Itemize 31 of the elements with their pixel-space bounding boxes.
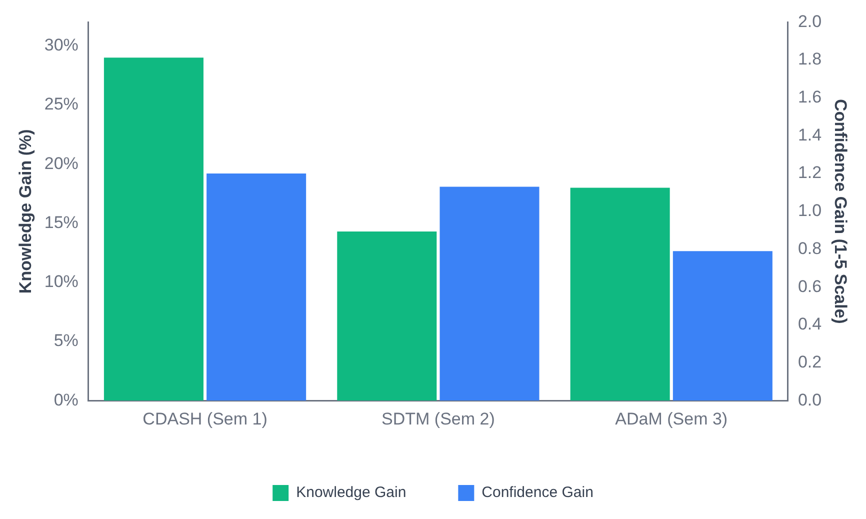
y-tick-label: 30% (44, 36, 78, 55)
x-tick-label: SDTM (Sem 2) (382, 409, 495, 428)
y2-tick-label: 0.8 (798, 238, 822, 258)
y2-tick-label: 1.8 (798, 50, 822, 69)
y-tick-label: 5% (54, 331, 78, 350)
x-tick-label: CDASH (Sem 1) (142, 409, 268, 428)
legend-label: Knowledge Gain (296, 484, 406, 502)
bar (337, 232, 437, 401)
y2-tick-label: 0.0 (798, 390, 822, 410)
bar (206, 174, 306, 401)
y-axis-title: Knowledge Gain (%) (16, 129, 35, 294)
y2-tick-label: 0.2 (798, 352, 822, 372)
y-tick-label: 25% (44, 94, 78, 114)
bar (440, 186, 540, 401)
x-tick-label: ADaM (Sem 3) (615, 409, 728, 428)
legend-label: Confidence Gain (482, 484, 594, 502)
y2-tick-label: 1.0 (798, 201, 822, 220)
y-tick-label: 20% (44, 154, 78, 173)
y-tick-label: 15% (44, 212, 78, 232)
y2-tick-label: 0.6 (798, 276, 822, 296)
y-tick-label: 10% (44, 272, 78, 292)
y2-axis-title: Confidence Gain (1-5 Scale) (831, 98, 850, 324)
y2-tick-label: 2.0 (798, 12, 822, 31)
bar (672, 251, 772, 401)
y2-tick-label: 1.2 (798, 163, 822, 182)
y2-tick-label: 1.6 (798, 88, 822, 107)
bar (104, 58, 204, 401)
bar (570, 188, 670, 401)
y-tick-label: 0% (54, 390, 78, 410)
y2-tick-label: 1.4 (798, 125, 822, 144)
y2-tick-label: 0.4 (798, 314, 822, 334)
